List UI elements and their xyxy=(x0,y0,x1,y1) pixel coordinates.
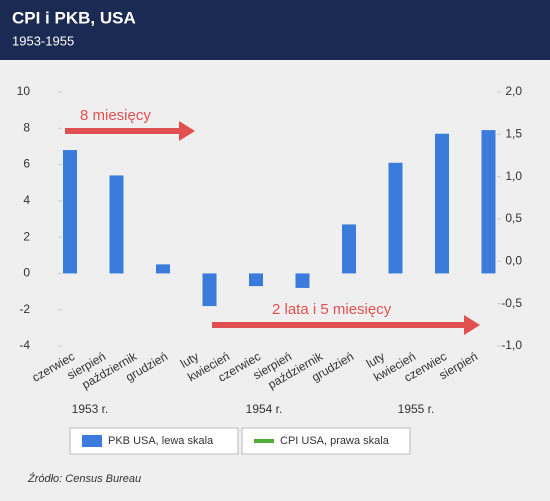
bar xyxy=(63,150,77,274)
y2-tick-label: 1,0 xyxy=(505,169,522,183)
annotation: 2 lata i 5 miesięcy xyxy=(272,301,392,318)
y2-tick-label: 0,5 xyxy=(505,211,522,225)
bar xyxy=(388,162,403,274)
y2-tick-label: -0,5 xyxy=(501,296,522,310)
bar xyxy=(202,273,217,307)
bar xyxy=(109,175,124,274)
y-tick-label: -2 xyxy=(19,302,30,316)
y-tick-label: 6 xyxy=(23,157,30,171)
y2-tick-label: 0,0 xyxy=(505,254,522,268)
y-tick-label: 0 xyxy=(23,266,30,280)
bar xyxy=(342,224,356,274)
year-label: 1953 r. xyxy=(72,402,109,416)
y2-tick-label: 1,5 xyxy=(505,127,522,141)
y-tick-label: 2 xyxy=(23,229,30,243)
arrow-shaft xyxy=(65,128,181,134)
arrow-head xyxy=(179,121,195,141)
source: Źródło: Census Bureau xyxy=(27,472,141,485)
y-tick-label: 8 xyxy=(23,120,30,134)
bar xyxy=(156,264,170,274)
legend-label: PKB USA, lewa skala xyxy=(108,435,214,447)
year-label: 1954 r. xyxy=(246,402,283,416)
header xyxy=(0,0,550,60)
annotation: 8 miesięcy xyxy=(80,107,151,124)
arrow-shaft xyxy=(212,322,466,328)
y-tick-label: 4 xyxy=(23,193,30,207)
bar xyxy=(295,273,310,288)
legend-label: CPI USA, prawa skala xyxy=(280,435,390,447)
chart-subtitle: 1953-1955 xyxy=(12,33,74,48)
year-label: 1955 r. xyxy=(398,402,435,416)
chart-title: CPI i PKB, USA xyxy=(12,8,136,27)
y2-tick-label: 2,0 xyxy=(505,84,522,98)
y2-tick-label: -1,0 xyxy=(501,338,522,352)
bar xyxy=(435,133,449,274)
bar xyxy=(249,273,263,287)
y-tick-label: -4 xyxy=(19,338,30,352)
y-tick-label: 10 xyxy=(17,84,31,98)
legend-swatch xyxy=(82,435,102,447)
arrow-head xyxy=(464,315,480,335)
bar xyxy=(481,130,496,274)
